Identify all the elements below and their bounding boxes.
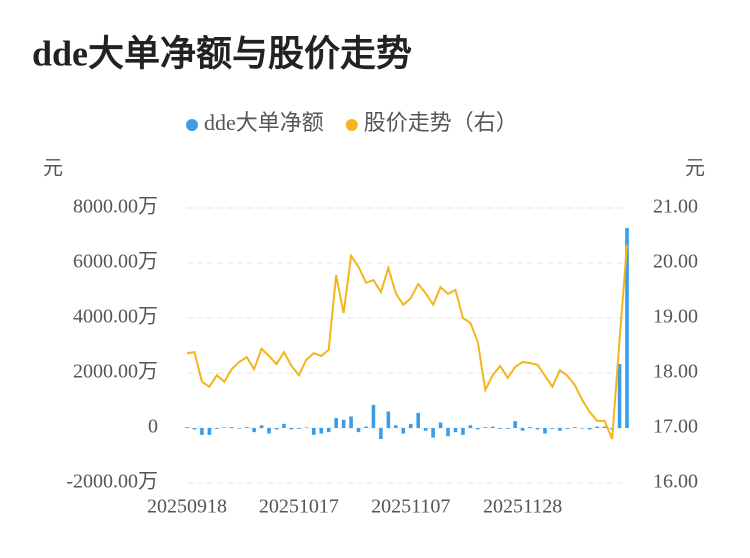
bar xyxy=(528,427,532,428)
bar xyxy=(513,421,517,428)
y2-axis-label: 元 xyxy=(685,158,705,180)
bar xyxy=(215,428,219,429)
bar xyxy=(229,427,234,428)
bar xyxy=(334,418,338,428)
legend-label: 股价走势（右） xyxy=(364,110,518,135)
bar xyxy=(446,428,450,437)
bar xyxy=(602,426,607,428)
bar xyxy=(483,427,488,428)
bar xyxy=(476,428,480,430)
bar xyxy=(408,423,413,428)
bar xyxy=(416,412,420,428)
bar xyxy=(423,428,428,431)
x-tick-label: 20250918 xyxy=(147,496,227,518)
bar xyxy=(565,428,570,429)
bar xyxy=(364,426,368,428)
bar xyxy=(297,428,301,429)
bar xyxy=(200,428,204,435)
bar xyxy=(259,425,264,428)
legend-marker xyxy=(345,119,358,131)
bar xyxy=(371,404,376,428)
y2-tick-label: 19.00 xyxy=(653,306,698,328)
bar xyxy=(520,428,525,431)
bar xyxy=(498,428,503,429)
legend-label: dde大单净额 xyxy=(204,110,324,135)
y2-tick-label: 20.00 xyxy=(653,251,698,273)
bar xyxy=(244,427,249,428)
bar xyxy=(438,422,443,428)
x-tick-label: 20251017 xyxy=(259,496,339,518)
x-tick-label: 20251107 xyxy=(371,496,450,518)
price-line xyxy=(186,244,628,440)
bar xyxy=(356,428,361,433)
bar xyxy=(304,427,309,428)
bar xyxy=(468,425,473,428)
y-tick-label: 6000.00万 xyxy=(73,251,158,273)
bar xyxy=(490,426,495,428)
bar xyxy=(550,428,555,429)
bar xyxy=(311,428,316,435)
bar xyxy=(558,428,562,431)
bar xyxy=(341,419,346,428)
bar xyxy=(252,428,256,433)
bar xyxy=(595,426,599,428)
x-tick-label: 20251128 xyxy=(483,496,562,518)
y2-tick-label: 18.00 xyxy=(653,361,698,383)
y-tick-label: -2000.00万 xyxy=(66,471,158,493)
bar xyxy=(572,427,577,428)
bar xyxy=(326,428,331,433)
bar xyxy=(192,428,197,430)
y2-tick-label: 21.00 xyxy=(653,196,698,218)
bar xyxy=(222,427,227,428)
bar xyxy=(401,428,406,434)
bar xyxy=(453,428,458,433)
y2-tick-label: 17.00 xyxy=(653,416,698,438)
bar xyxy=(461,428,465,435)
bar xyxy=(319,428,324,434)
legend-marker xyxy=(186,119,198,131)
bar xyxy=(580,428,585,429)
chart-title: dde大单净额与股价走势 xyxy=(32,33,412,73)
bar xyxy=(617,363,622,428)
bar xyxy=(349,416,353,428)
bar xyxy=(386,411,391,428)
bar xyxy=(289,428,294,430)
y-axis-label: 元 xyxy=(43,158,63,180)
bar xyxy=(587,428,592,430)
bar xyxy=(185,427,189,428)
bar xyxy=(431,428,435,438)
bar xyxy=(394,425,398,428)
y-tick-label: 0 xyxy=(148,416,158,438)
bar xyxy=(625,228,629,428)
bar xyxy=(274,428,279,430)
bar xyxy=(535,428,540,430)
y2-tick-label: 16.00 xyxy=(653,471,698,493)
bar xyxy=(505,428,510,429)
y-tick-label: 2000.00万 xyxy=(73,361,158,383)
bar xyxy=(267,428,271,434)
bar xyxy=(207,428,212,435)
bar xyxy=(543,428,547,434)
bar xyxy=(237,428,242,429)
y-tick-label: 8000.00万 xyxy=(73,196,158,218)
y-tick-label: 4000.00万 xyxy=(73,306,158,328)
bar xyxy=(282,423,286,428)
bar xyxy=(379,428,383,439)
